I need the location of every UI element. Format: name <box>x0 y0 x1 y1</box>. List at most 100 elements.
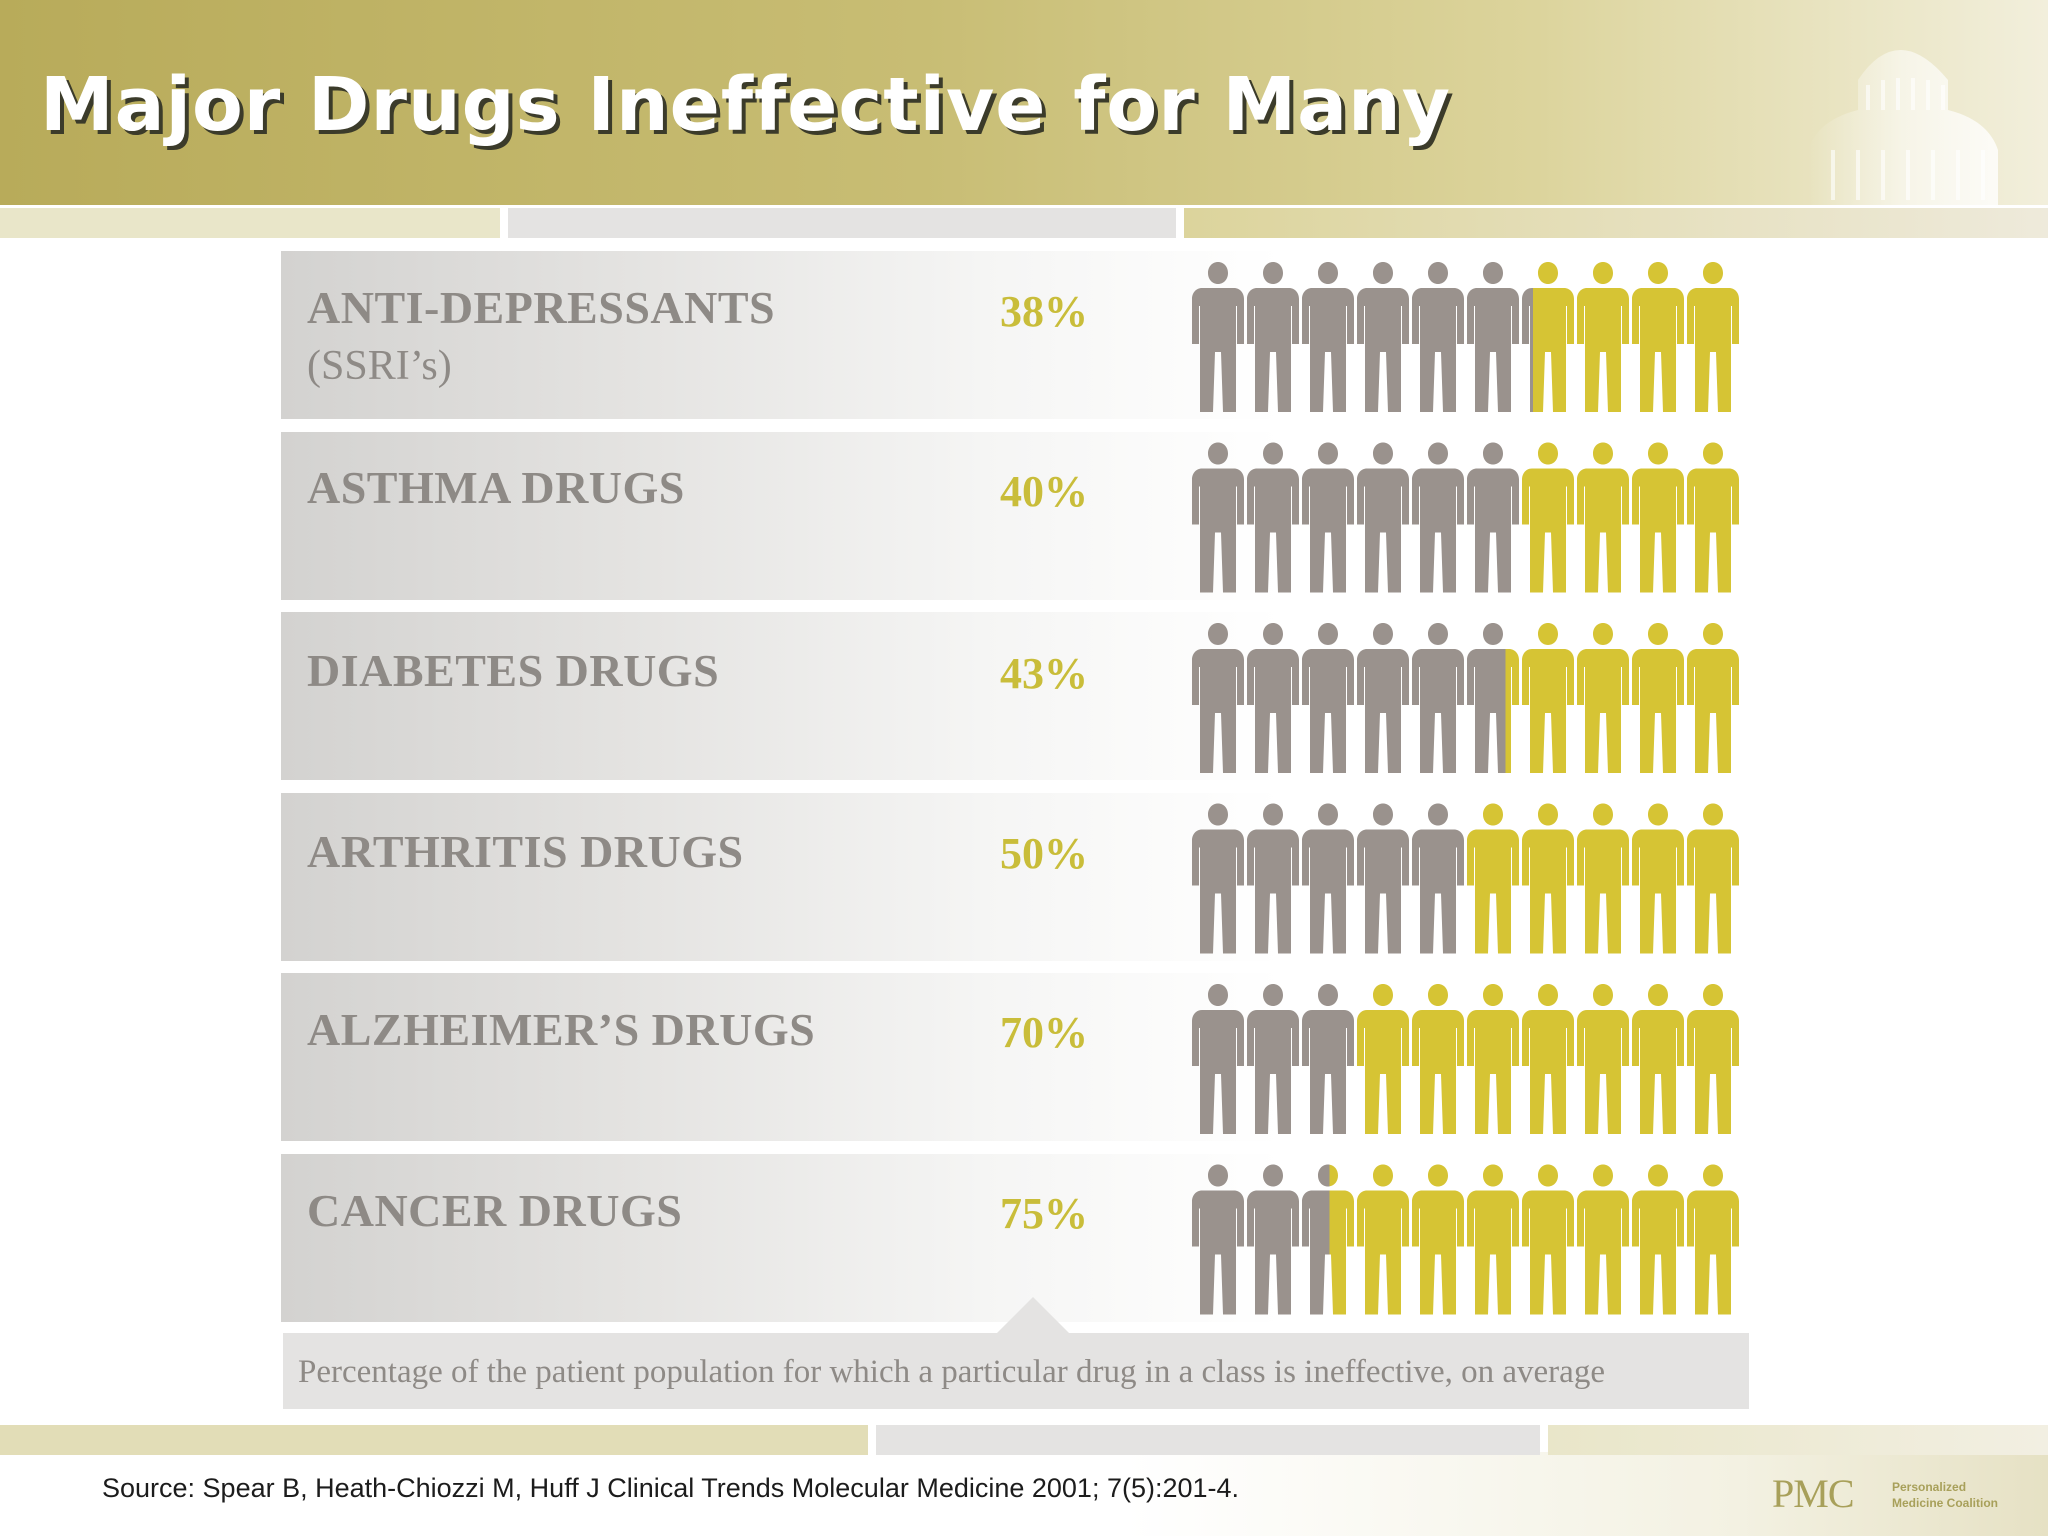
row-background <box>281 612 1281 780</box>
person-icon <box>1577 623 1629 773</box>
person-icon <box>1302 1164 1354 1315</box>
top-stripe-right <box>1184 208 2048 238</box>
person-icon <box>1687 262 1739 412</box>
pmc-logo: PMC Personalized Medicine Coalition <box>1772 1470 2012 1520</box>
person-icon <box>1192 442 1244 593</box>
person-icon <box>1357 623 1409 773</box>
person-icon <box>1192 803 1244 954</box>
person-icon <box>1302 984 1354 1134</box>
person-icon <box>1522 803 1574 954</box>
person-icon <box>1247 803 1299 954</box>
person-icon <box>1632 984 1684 1134</box>
person-icon <box>1192 1164 1244 1315</box>
pictograph-row <box>1192 262 1739 412</box>
category-label: ASTHMA DRUGS <box>307 462 685 513</box>
category-label: CANCER DRUGS <box>307 1185 683 1236</box>
value-label: 50% <box>1000 829 1088 878</box>
person-icon <box>1577 1164 1629 1315</box>
pictograph-row <box>1192 442 1739 593</box>
person-icon <box>1247 1164 1299 1315</box>
person-icon <box>1522 1164 1574 1315</box>
person-icon <box>1577 442 1629 593</box>
person-icon <box>1412 984 1464 1134</box>
bottom-stripe-middle <box>876 1425 1540 1455</box>
row-background <box>281 1154 1281 1322</box>
person-icon <box>1412 262 1464 412</box>
person-icon <box>1522 262 1574 412</box>
bottom-stripe-right <box>1548 1425 2048 1455</box>
person-icon <box>1467 262 1519 412</box>
logo-text: Personalized <box>1892 1480 1967 1494</box>
source-citation: Source: Spear B, Heath-Chiozzi M, Huff J… <box>102 1473 1240 1503</box>
bottom-stripe-left <box>0 1425 868 1455</box>
person-icon <box>1577 262 1629 412</box>
person-icon <box>1467 984 1519 1134</box>
logo-mark: PMC <box>1772 1471 1854 1516</box>
person-icon <box>1467 1164 1519 1315</box>
person-icon <box>1302 262 1354 412</box>
category-label: DIABETES DRUGS <box>307 645 720 696</box>
person-icon <box>1467 623 1519 773</box>
caption-pointer <box>993 1297 1073 1337</box>
person-icon <box>1192 623 1244 773</box>
person-icon <box>1192 984 1244 1134</box>
person-icon <box>1687 1164 1739 1315</box>
row-background <box>281 251 1281 419</box>
person-icon <box>1467 442 1519 593</box>
person-icon <box>1632 262 1684 412</box>
value-label: 75% <box>1000 1189 1088 1238</box>
person-icon <box>1522 984 1574 1134</box>
value-label: 70% <box>1000 1008 1088 1057</box>
person-icon <box>1247 442 1299 593</box>
person-icon <box>1412 1164 1464 1315</box>
person-icon <box>1632 803 1684 954</box>
footer-background <box>0 1452 2048 1536</box>
value-label: 38% <box>1000 287 1088 336</box>
person-icon <box>1522 623 1574 773</box>
person-icon <box>1247 623 1299 773</box>
category-label: ANTI-DEPRESSANTS <box>307 282 776 333</box>
value-label: 43% <box>1000 649 1088 698</box>
chart-caption: Percentage of the patient population for… <box>298 1354 1605 1390</box>
pictograph-row <box>1192 984 1739 1134</box>
person-icon <box>1302 623 1354 773</box>
caption-box <box>283 1333 1749 1409</box>
person-icon <box>1632 1164 1684 1315</box>
person-icon <box>1632 623 1684 773</box>
person-icon <box>1577 803 1629 954</box>
person-icon <box>1357 262 1409 412</box>
pictograph-row <box>1192 1164 1739 1315</box>
person-icon <box>1357 803 1409 954</box>
person-icon <box>1687 442 1739 593</box>
category-note: (SSRI’s) <box>307 343 452 389</box>
value-label: 40% <box>1000 467 1088 516</box>
person-icon <box>1522 442 1574 593</box>
person-icon <box>1412 803 1464 954</box>
category-label: ARTHRITIS DRUGS <box>307 826 744 877</box>
person-icon <box>1357 442 1409 593</box>
row-background <box>281 432 1281 600</box>
pictograph-row <box>1192 803 1739 954</box>
person-icon <box>1632 442 1684 593</box>
person-icon <box>1302 803 1354 954</box>
top-stripe-middle <box>508 208 1176 238</box>
category-label: ALZHEIMER’S DRUGS <box>307 1004 816 1055</box>
person-icon <box>1302 442 1354 593</box>
person-icon <box>1192 262 1244 412</box>
person-icon <box>1687 984 1739 1134</box>
slide-title: Major Drugs Ineffective for Many <box>40 62 1451 148</box>
person-icon <box>1247 984 1299 1134</box>
slide-header: Major Drugs Ineffective for Many <box>0 0 2048 205</box>
person-icon <box>1687 623 1739 773</box>
logo-text: Medicine Coalition <box>1892 1496 1999 1510</box>
pictograph-row <box>1192 623 1739 773</box>
row-background <box>281 973 1281 1141</box>
person-icon <box>1247 262 1299 412</box>
top-stripe-left <box>0 208 500 238</box>
person-icon <box>1577 984 1629 1134</box>
person-icon <box>1412 442 1464 593</box>
person-icon <box>1357 1164 1409 1315</box>
person-icon <box>1687 803 1739 954</box>
person-icon <box>1412 623 1464 773</box>
